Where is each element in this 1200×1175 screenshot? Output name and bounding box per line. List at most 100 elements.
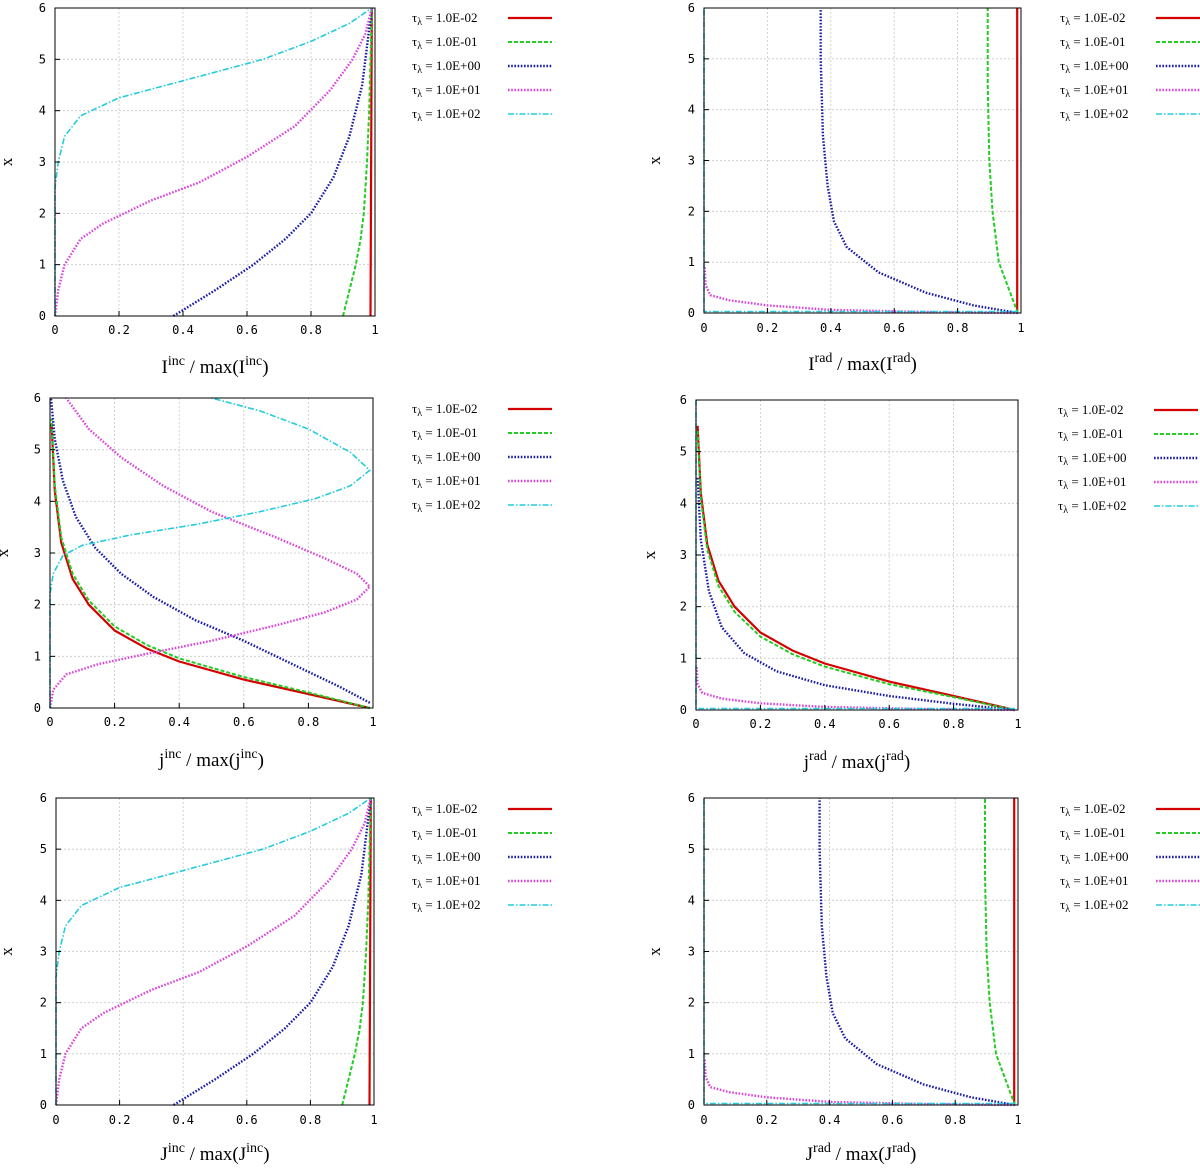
- x-tick-label: 0.2: [109, 1113, 131, 1127]
- legend: τλ = 1.0E-02 τλ = 1.0E-01 τλ = 1.0E+00 τλ =…: [1060, 10, 1200, 124]
- y-tick-label: 4: [40, 893, 47, 907]
- series-line-4: [695, 400, 1015, 710]
- legend-label: τλ = 1.0E+01: [1058, 474, 1126, 492]
- x-tick-label: 1: [1014, 717, 1021, 731]
- plot-frame: [55, 797, 375, 1106]
- y-tick-label: 2: [688, 996, 695, 1010]
- x-tick-label: 0.8: [298, 715, 320, 729]
- y-tick-label: 0: [34, 701, 41, 715]
- x-tick-label: 0.4: [814, 717, 836, 731]
- y-axis-label: x: [645, 156, 664, 165]
- y-tick-label: 4: [688, 103, 695, 117]
- x-tick-label: 0.6: [878, 717, 900, 731]
- series-line-0: [368, 797, 372, 1106]
- y-tick-label: 3: [40, 945, 47, 959]
- series-line-0: [50, 423, 371, 710]
- legend-label: τλ = 1.0E+01: [1060, 82, 1128, 100]
- chart-panel-J_inc: 0 0.2 0.4 0.6 0.8 1 0 1 2 3 4 5 6 Jinc / max(Jinc) x τλ…: [0, 791, 552, 1165]
- y-tick-label: 3: [680, 548, 687, 562]
- y-tick-label: 3: [688, 154, 695, 168]
- y-tick-label: 6: [688, 1, 695, 15]
- y-tick-label: 4: [39, 104, 46, 118]
- legend-label: τλ = 1.0E-02: [1060, 10, 1125, 28]
- y-tick-label: 4: [688, 893, 695, 907]
- legend-label: τλ = 1.0E+02: [412, 497, 480, 515]
- x-tick-label: 0: [51, 323, 58, 337]
- legend-label: τλ = 1.0E+02: [1058, 498, 1126, 516]
- x-tick-label: 0.8: [300, 323, 322, 337]
- x-tick-label: 0: [46, 715, 53, 729]
- x-tick-label: 1: [1014, 1113, 1021, 1127]
- series-line-2: [818, 798, 1016, 1107]
- x-tick-label: 1: [1017, 321, 1024, 335]
- series-line-3: [703, 267, 1018, 315]
- legend-label: τλ = 1.0E+02: [1060, 106, 1128, 124]
- y-tick-label: 1: [688, 255, 695, 269]
- series-line-0: [369, 7, 373, 317]
- x-tick-label: 1: [371, 323, 378, 337]
- y-tick-label: 1: [680, 651, 687, 665]
- y-tick-label: 1: [40, 1047, 47, 1061]
- legend-label: τλ = 1.0E+00: [412, 449, 480, 467]
- x-tick-label: 0.8: [944, 1113, 966, 1127]
- series-line-4: [55, 797, 372, 1105]
- legend-label: τλ = 1.0E+02: [1060, 897, 1128, 915]
- x-tick-label: 0.4: [820, 321, 842, 335]
- y-tick-label: 2: [688, 204, 695, 218]
- chart-panel-J_rad: 0 0.2 0.4 0.6 0.8 1 0 1 2 3 4 5 6 Jrad / max(Jrad) x τλ…: [645, 791, 1200, 1165]
- y-tick-label: 3: [34, 546, 41, 560]
- y-tick-label: 5: [688, 842, 695, 856]
- x-tick-label: 0.2: [104, 715, 126, 729]
- y-tick-label: 0: [40, 1098, 47, 1112]
- y-axis-label: x: [0, 548, 12, 557]
- y-tick-label: 1: [688, 1047, 695, 1061]
- y-tick-label: 2: [40, 996, 47, 1010]
- grid: [56, 798, 374, 1105]
- y-tick-label: 0: [680, 703, 687, 717]
- x-tick-label: 1: [370, 1113, 377, 1127]
- x-tick-label: 0.6: [882, 1113, 904, 1127]
- legend-label: τλ = 1.0E+01: [1060, 873, 1128, 891]
- y-tick-label: 6: [34, 391, 41, 405]
- x-tick-label: 0.2: [750, 717, 772, 731]
- chart-panel-j_inc: 0 0.2 0.4 0.6 0.8 1 0 1 2 3 4 5 6 jinc / max(jinc) x τλ…: [0, 391, 552, 771]
- series-line-1: [342, 7, 373, 317]
- grid: [55, 8, 375, 316]
- chart-panel-I_rad: 0 0.2 0.4 0.6 0.8 1 0 1 2 3 4 5 6 Irad / max(Irad) x τλ…: [645, 1, 1200, 375]
- legend-label: τλ = 1.0E+00: [1060, 849, 1128, 867]
- legend-label: τλ = 1.0E-02: [412, 401, 477, 419]
- y-tick-label: 2: [34, 598, 41, 612]
- y-tick-label: 4: [680, 496, 687, 510]
- x-tick-label: 0: [700, 321, 707, 335]
- y-tick-label: 5: [688, 52, 695, 66]
- x-tick-label: 0.6: [236, 323, 258, 337]
- x-tick-label: 0: [52, 1113, 59, 1127]
- x-axis-label: jrad / max(jrad): [803, 749, 911, 773]
- y-axis-label: x: [645, 947, 664, 956]
- legend-label: τλ = 1.0E-01: [412, 425, 477, 443]
- x-tick-label: 0: [700, 1113, 707, 1127]
- y-axis-label: x: [0, 947, 16, 956]
- y-tick-label: 1: [39, 258, 46, 272]
- x-axis-label: jinc / max(jinc): [158, 747, 264, 771]
- legend-label: τλ = 1.0E-01: [412, 825, 477, 843]
- y-tick-label: 6: [40, 791, 47, 805]
- grid: [696, 400, 1018, 710]
- y-tick-label: 0: [39, 309, 46, 323]
- y-tick-label: 5: [40, 842, 47, 856]
- x-tick-label: 0.4: [819, 1113, 841, 1127]
- series-line-3: [54, 797, 372, 1106]
- y-tick-label: 6: [39, 1, 46, 15]
- x-axis-label: Iinc / max(Iinc): [161, 354, 268, 378]
- y-axis-label: x: [0, 157, 16, 166]
- x-axis-label: Jinc / max(Jinc): [160, 1141, 269, 1165]
- legend-label: τλ = 1.0E-02: [412, 801, 477, 819]
- chart-panel-j_rad: 0 0.2 0.4 0.6 0.8 1 0 1 2 3 4 5 6 jrad / max(jrad) x τλ…: [640, 393, 1198, 773]
- y-tick-label: 5: [39, 52, 46, 66]
- x-tick-label: 0.4: [172, 1113, 194, 1127]
- y-tick-label: 1: [34, 649, 41, 663]
- legend-label: τλ = 1.0E+01: [412, 473, 480, 491]
- x-tick-label: 0.2: [756, 1113, 778, 1127]
- legend-label: τλ = 1.0E-02: [1060, 801, 1125, 819]
- series-line-2: [696, 477, 1015, 712]
